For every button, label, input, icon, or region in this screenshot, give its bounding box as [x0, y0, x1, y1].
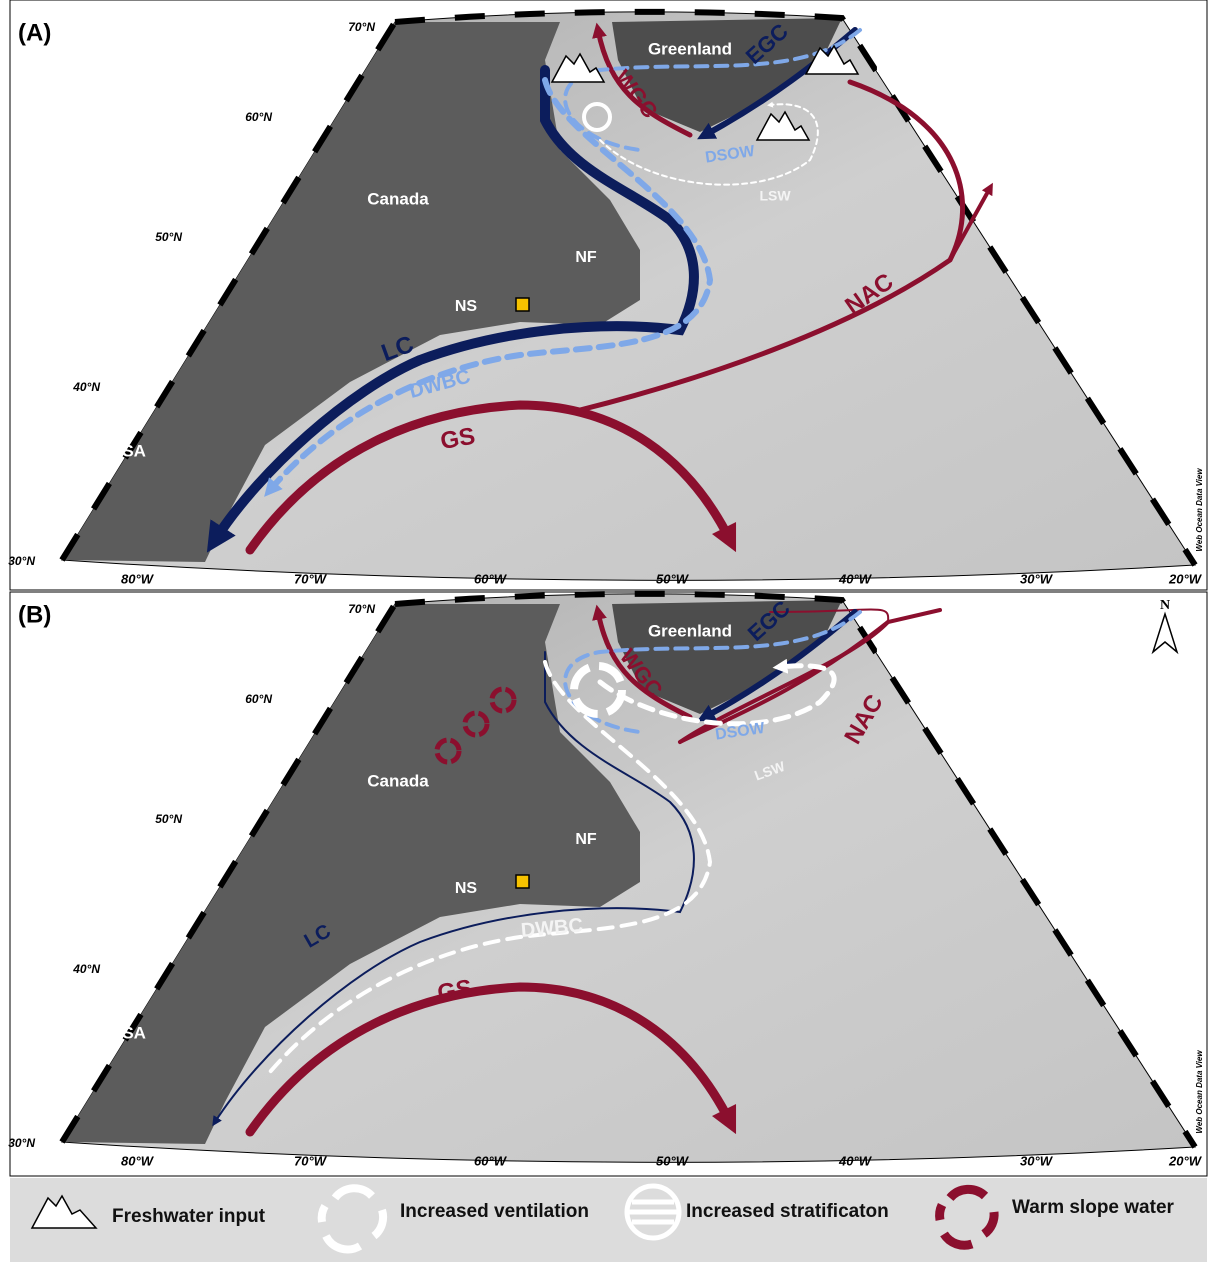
place-label: IL	[876, 59, 890, 76]
place-label: Greenland	[648, 39, 732, 58]
lon-label: 80°W	[121, 571, 155, 586]
credit: Web Ocean Data View	[1195, 1050, 1204, 1134]
lon-label: 60°W	[474, 1153, 508, 1168]
panel-label: (A)	[18, 19, 51, 46]
place-label: Canada	[367, 771, 429, 790]
lat-label: 70°N	[348, 20, 375, 34]
lat-label: 60°N	[245, 692, 272, 706]
lat-label: 50°N	[155, 812, 182, 826]
place-label: NF	[575, 249, 597, 266]
credit: Web Ocean Data View	[1195, 468, 1204, 552]
north-label: N	[1160, 598, 1170, 613]
place-label: NS	[455, 880, 478, 897]
lon-label: 70°W	[294, 571, 328, 586]
legend-label: Warm slope water	[1012, 1197, 1175, 1218]
place-label: IL	[876, 641, 890, 658]
lon-label: 80°W	[121, 1153, 155, 1168]
site-marker	[516, 298, 529, 311]
lon-label: 40°W	[838, 571, 873, 586]
lon-label: 20°W	[1168, 1153, 1203, 1168]
place-label: NF	[575, 831, 597, 848]
legend-label: Freshwater input	[112, 1206, 266, 1227]
lon-label: 20°W	[1168, 571, 1203, 586]
place-label: Greenland	[648, 621, 732, 640]
lon-label: 60°W	[474, 571, 508, 586]
place-label: USA	[110, 441, 146, 460]
place-label: NS	[455, 298, 478, 315]
lat-label: 30°N	[8, 554, 35, 568]
lon-label: 40°W	[838, 1153, 873, 1168]
panel-label: (B)	[18, 601, 51, 628]
place-label: USA	[110, 1023, 146, 1042]
current-label: LSW	[759, 188, 791, 204]
lon-label: 50°W	[656, 571, 690, 586]
legend-label: Increased stratificaton	[686, 1201, 889, 1222]
lon-label: 50°W	[656, 1153, 690, 1168]
place-label: Canada	[367, 189, 429, 208]
lat-label: 70°N	[348, 602, 375, 616]
lon-label: 30°W	[1020, 571, 1054, 586]
lat-label: 40°N	[72, 962, 100, 976]
lat-label: 40°N	[72, 380, 100, 394]
lon-label: 30°W	[1020, 1153, 1054, 1168]
site-marker	[516, 875, 529, 888]
lat-label: 60°N	[245, 110, 272, 124]
legend-label: Increased ventilation	[400, 1201, 589, 1222]
figure: Freshwater input Increased ventilation Inc…	[0, 0, 1208, 1262]
lat-label: 50°N	[155, 230, 182, 244]
lat-label: 30°N	[8, 1136, 35, 1150]
lon-label: 70°W	[294, 1153, 328, 1168]
page: Freshwater input Increased ventilation Inc…	[0, 0, 1208, 1262]
